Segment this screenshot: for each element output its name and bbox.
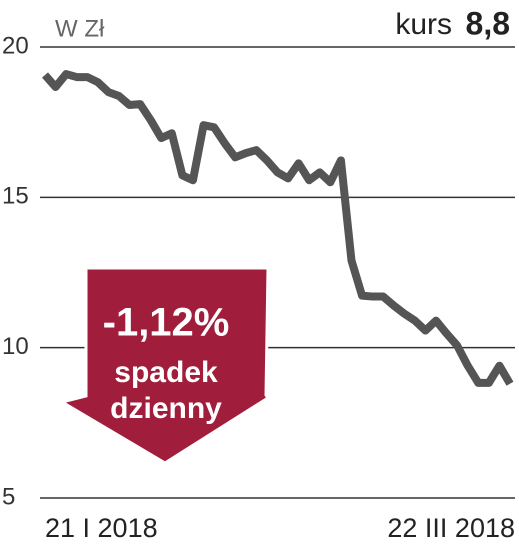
line-series: [41, 70, 514, 387]
current-value: 8,8: [466, 5, 510, 41]
x-tick-label: 21 I 2018: [45, 513, 158, 543]
badge-change: -1,12%: [103, 301, 230, 345]
y-tick-label: 15: [2, 183, 29, 210]
unit-label: W Zł: [55, 15, 105, 42]
y-tick-label: 20: [2, 32, 29, 59]
badge-line: dzienny: [110, 392, 222, 425]
badge-line: spadek: [114, 356, 218, 389]
current-label: kurs: [395, 8, 452, 41]
y-tick-label: 5: [2, 483, 15, 510]
x-tick-label: 22 III 2018: [387, 513, 515, 543]
y-tick-label: 10: [2, 333, 29, 360]
badge: -1,12% spadek dzienny: [58, 266, 271, 465]
badge-arrow: [58, 266, 271, 465]
